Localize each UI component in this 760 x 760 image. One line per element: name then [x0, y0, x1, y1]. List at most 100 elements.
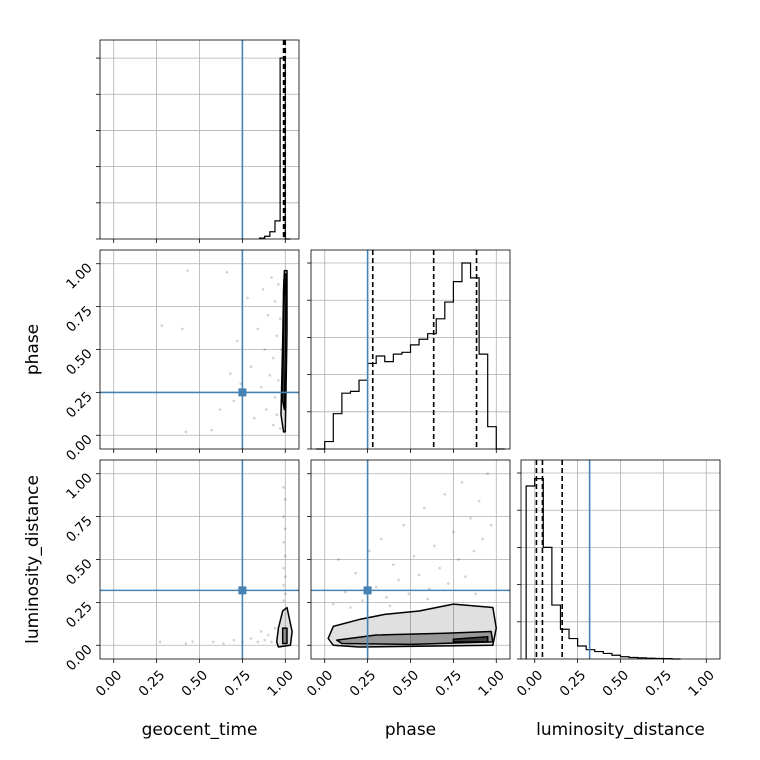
scatter-point: [282, 583, 285, 587]
scatter-point: [374, 585, 378, 589]
scatter-point: [282, 515, 285, 518]
scatter-point: [282, 599, 285, 602]
x-tick-label: 1.00: [264, 667, 297, 700]
scatter-point: [158, 640, 162, 644]
panel-2-1: [311, 460, 510, 659]
scatter-point: [273, 300, 277, 303]
scatter-point: [283, 575, 287, 578]
scatter-point: [452, 530, 455, 534]
scatter-point: [191, 640, 194, 644]
y-tick-label: 1.00: [63, 260, 96, 293]
scatter-point: [392, 563, 395, 566]
scatter-point: [246, 296, 249, 300]
panel-content: [100, 250, 299, 449]
y-tick-label: 0.50: [63, 556, 96, 589]
scatter-point: [278, 427, 282, 430]
scatter-point: [266, 633, 270, 637]
scatter-point: [446, 582, 450, 585]
scatter-point: [349, 606, 352, 609]
scatter-point: [407, 592, 411, 596]
y-tick-label: 0.25: [63, 389, 96, 422]
scatter-point: [271, 356, 275, 360]
scatter-point: [428, 587, 431, 590]
y-tick-label: 0.50: [63, 346, 96, 379]
contour-fill: [276, 607, 293, 647]
scatter-point: [368, 549, 371, 553]
scatter-point: [229, 372, 232, 375]
truth-marker: [238, 388, 247, 397]
scatter-point: [472, 549, 476, 553]
histogram-phase: [316, 262, 505, 450]
panel-0-0: [96, 40, 299, 240]
y-tick-label: 0.00: [63, 432, 96, 465]
truth-marker: [238, 586, 247, 595]
scatter-point: [211, 640, 215, 644]
contour-line: [282, 273, 287, 296]
scatter-point: [412, 554, 416, 558]
scatter-point: [275, 334, 278, 338]
x-tick-label: 0.25: [557, 667, 590, 700]
scatter-point: [337, 558, 340, 561]
panel-2-0: [100, 460, 299, 659]
scatter-point: [263, 348, 266, 351]
y-axis-label: phase: [23, 324, 43, 375]
scatter-point: [268, 373, 272, 377]
scatter-point: [256, 640, 260, 644]
scatter-point: [253, 416, 256, 420]
scatter-point: [265, 408, 268, 411]
scatter-point: [249, 637, 253, 640]
scatter-point: [332, 602, 335, 606]
scatter-point: [232, 638, 236, 642]
x-axis-label: luminosity_distance: [536, 720, 705, 740]
scatter-point: [385, 595, 388, 599]
scatter-point: [186, 269, 189, 272]
panel-1-1: [307, 250, 510, 450]
x-tick-label: 0.25: [136, 667, 169, 700]
scatter-point: [282, 541, 285, 544]
y-tick-label: 0.25: [63, 599, 96, 632]
scatter-point: [218, 408, 222, 411]
scatter-point: [275, 413, 278, 416]
scatter-point: [380, 537, 383, 541]
panel-content: [100, 460, 299, 659]
scatter-point: [277, 283, 280, 286]
scatter-point: [282, 486, 285, 489]
scatter-point: [388, 604, 392, 608]
histogram-luminosity_distance: [525, 477, 681, 660]
x-tick-label: 1.00: [475, 667, 508, 700]
contour-line: [335, 630, 494, 646]
scatter-point: [263, 638, 266, 642]
scatter-point: [344, 590, 347, 594]
scatter-point: [259, 385, 263, 389]
scatter-point: [259, 630, 263, 633]
scatter-point: [181, 327, 184, 331]
scatter-point: [474, 592, 477, 596]
scatter-point: [232, 399, 236, 403]
y-tick-label: 0.75: [63, 303, 96, 336]
scatter-point: [438, 566, 441, 570]
x-tick-label: 0.50: [179, 667, 212, 700]
scatter-point: [422, 506, 426, 510]
scatter-point: [433, 544, 436, 548]
scatter-point: [222, 642, 225, 645]
scatter-point: [354, 571, 357, 575]
scatter-point: [460, 481, 464, 484]
scatter-point: [464, 575, 467, 578]
y-tick-label: 1.00: [63, 470, 96, 503]
truth-marker: [363, 586, 372, 595]
x-tick-label: 0.00: [514, 667, 547, 700]
scatter-point: [402, 523, 405, 527]
scatter-point: [469, 517, 472, 520]
scatter-point: [481, 537, 484, 541]
scatter-point: [210, 428, 213, 432]
scatter-point: [457, 558, 460, 561]
scatter-point: [443, 493, 447, 496]
scatter-point: [184, 430, 188, 434]
scatter-point: [239, 382, 242, 386]
scatter-point: [184, 642, 188, 645]
x-tick-label: 0.50: [390, 667, 423, 700]
panel-content: [311, 460, 510, 659]
scatter-point: [266, 313, 270, 317]
y-tick-label: 0.00: [63, 642, 96, 675]
